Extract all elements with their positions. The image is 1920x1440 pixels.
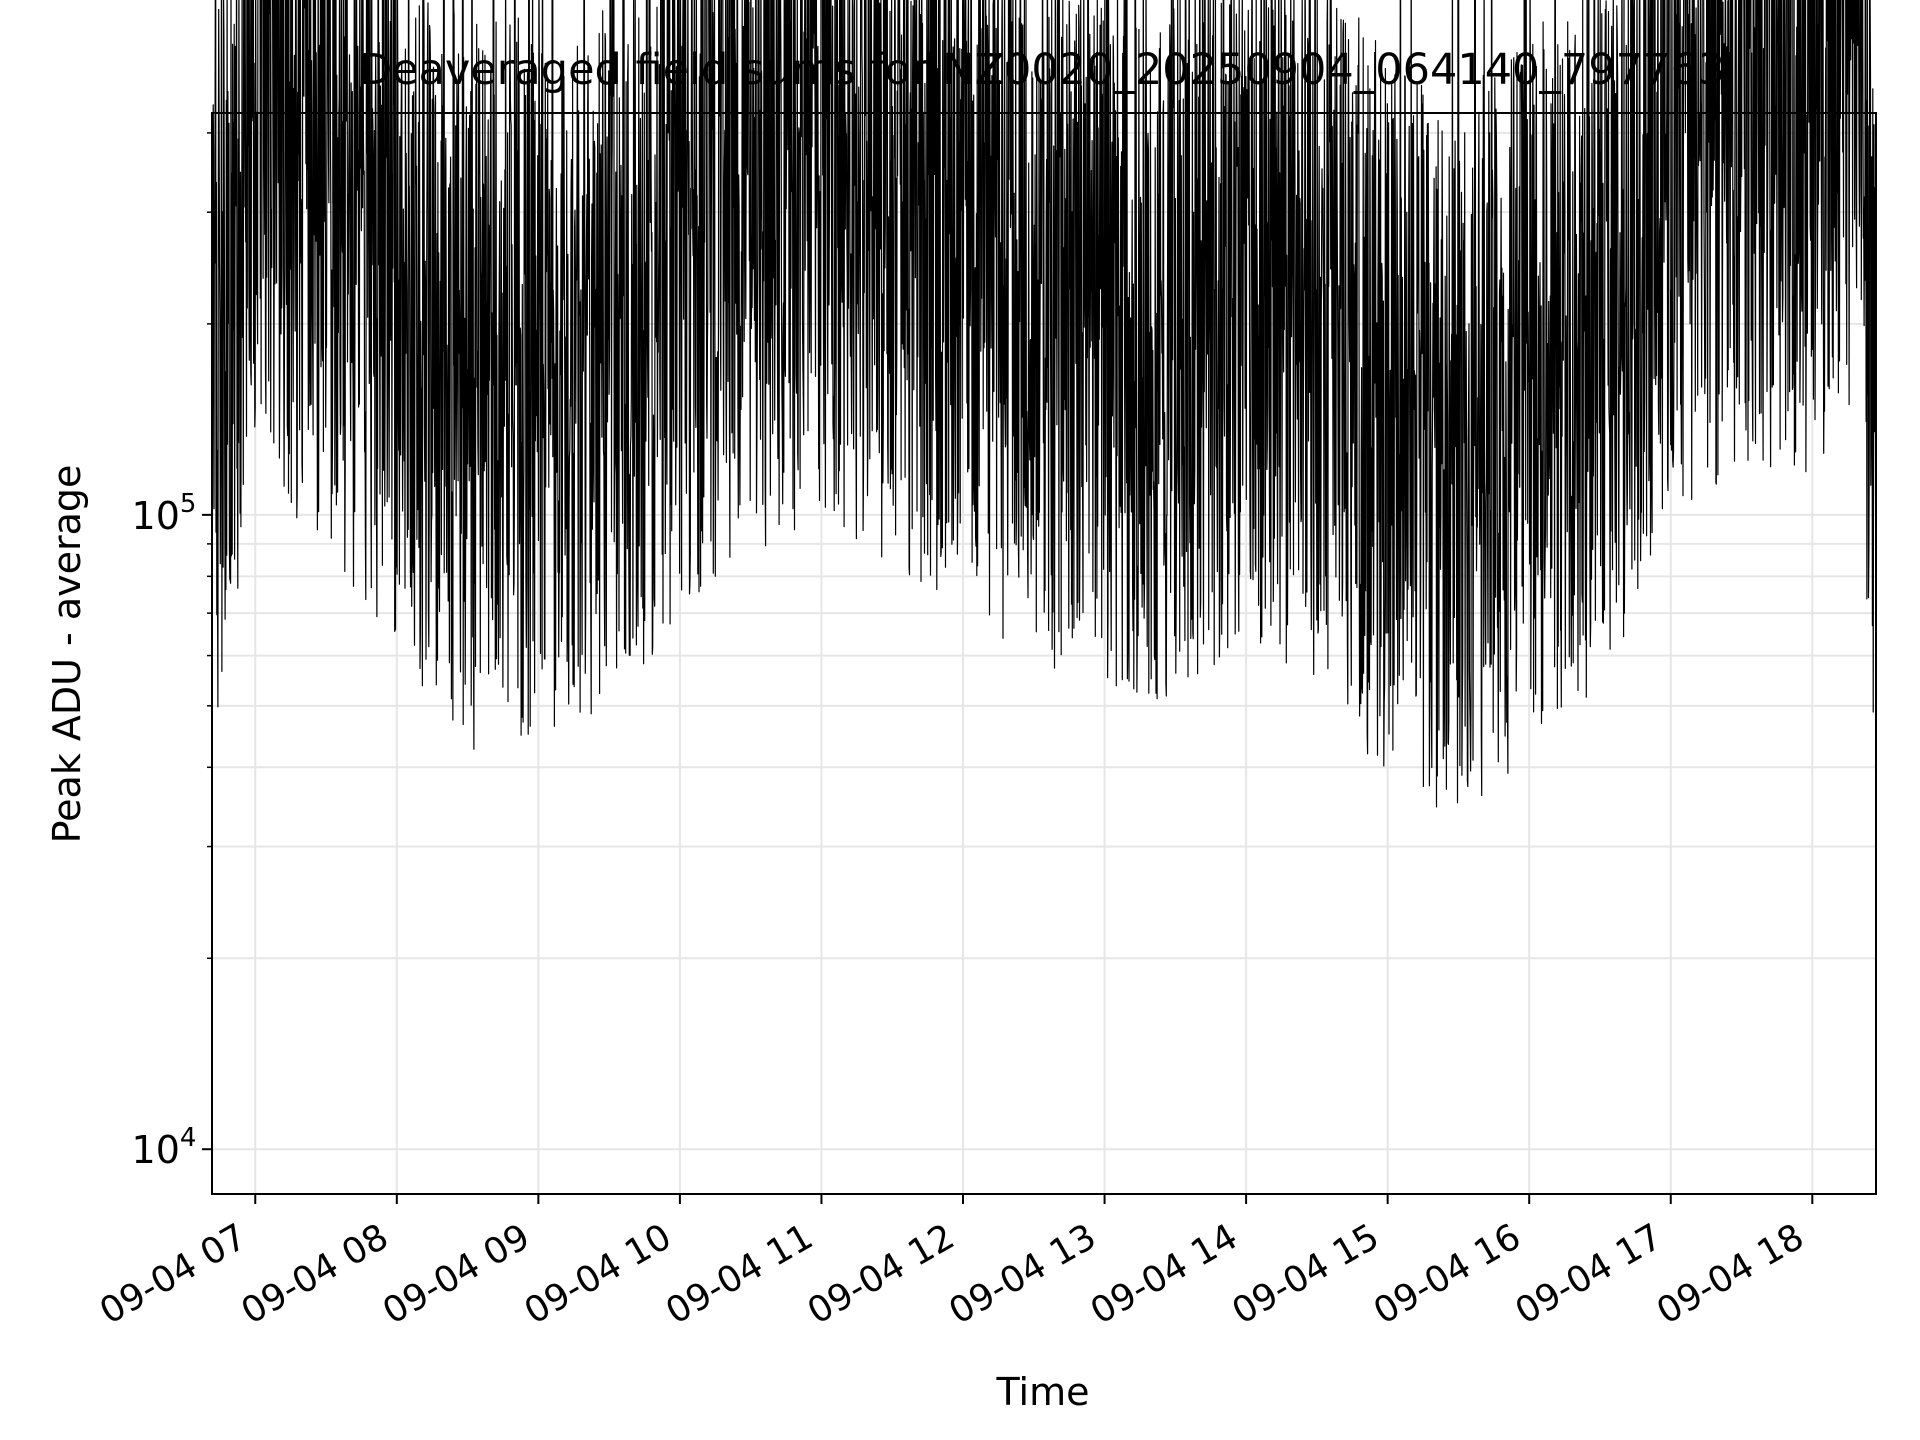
plot-frame: [211, 112, 1877, 1195]
y-axis-ticks: 104105106107: [132, 132, 212, 1172]
y-tick-base: 10: [132, 494, 180, 538]
y-axis-label: Peak ADU - average: [45, 465, 89, 844]
x-axis-label: Time: [996, 1370, 1090, 1414]
y-tick-exponent: 4: [180, 1123, 197, 1153]
y-tick-exponent: 5: [180, 489, 197, 519]
y-tick-label: 104: [132, 1123, 197, 1172]
data-series: [211, 0, 1877, 808]
y-tick-label: 105: [132, 489, 197, 538]
series-line: [211, 0, 1877, 808]
y-tick-base: 10: [132, 1128, 180, 1172]
